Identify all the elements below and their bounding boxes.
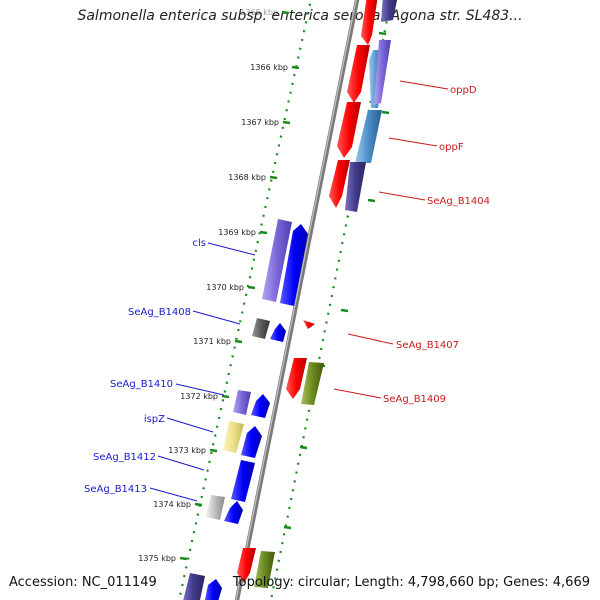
tick-label: 1375 kbp — [138, 554, 176, 563]
gene-arrow-blue — [231, 460, 255, 502]
gene-arrow-olive — [301, 362, 324, 405]
gene-label: ispZ — [144, 414, 165, 425]
gene-label: SeAg_B1413 — [84, 484, 147, 495]
right-gene-labels: oppD oppF SeAg_B1404 SeAg_B1407 SeAg_B1409 — [383, 85, 490, 405]
tick-labels: 1365 kbp 1366 kbp 1367 kbp 1368 kbp 1369 kbp… — [138, 8, 300, 563]
tick-label: 1368 kbp — [228, 173, 266, 182]
tick-label: 1365 kbp — [240, 8, 278, 17]
gene-arrow-steel — [355, 110, 382, 163]
gene-arrow-red — [361, 0, 378, 45]
tick-mark — [234, 339, 243, 344]
gene-arrow-purple — [262, 219, 292, 302]
ring-tick-marks — [283, 31, 390, 530]
gene-arrow-light — [206, 495, 225, 520]
tick-mark — [221, 394, 230, 399]
tick-mark — [179, 556, 188, 561]
topology-text: Topology: circular; Length: 4,798,660 bp… — [232, 575, 590, 590]
accession-text: Accession: NC_011149 — [9, 575, 157, 590]
gene-arrow-red — [329, 160, 350, 208]
tick-label: 1370 kbp — [206, 283, 244, 292]
gene-arrow-blue — [270, 323, 286, 342]
tick-mark — [282, 120, 291, 125]
gene-label: SeAg_B1412 — [93, 452, 156, 463]
gene-arrow-gray — [252, 318, 270, 339]
gene-arrow-red — [237, 548, 256, 583]
tick-mark — [209, 448, 218, 453]
gene-arrow-red — [286, 358, 307, 399]
gene-arrow-navy — [381, 0, 397, 22]
tick-mark — [194, 502, 203, 507]
outer-features — [237, 0, 397, 588]
gene-arrow-red — [347, 45, 370, 103]
tick-label: 1369 kbp — [218, 228, 256, 237]
gene-label: SeAg_B1404 — [427, 196, 490, 207]
gene-arrow-olive — [254, 551, 275, 588]
tick-label: 1367 kbp — [241, 118, 279, 127]
tick-label: 1372 kbp — [180, 392, 218, 401]
gene-label: oppF — [439, 142, 464, 153]
gene-arrow-purple — [233, 390, 251, 415]
gene-label: SeAg_B1407 — [396, 340, 459, 351]
gene-arrow-purple — [374, 40, 391, 105]
callout-lines — [149, 80, 449, 502]
gene-arrow-navy — [183, 573, 205, 600]
gene-label: SeAg_B1408 — [128, 307, 191, 318]
tick-mark — [259, 230, 268, 235]
gene-arrow-navy — [345, 162, 366, 212]
tick-mark — [247, 285, 256, 290]
inner-features — [183, 219, 308, 600]
gene-label: SeAg_B1410 — [110, 379, 173, 390]
tick-mark — [291, 65, 300, 70]
tick-mark — [269, 175, 278, 180]
gene-arrow-yellow — [223, 421, 244, 453]
gene-arrow-blue — [251, 394, 270, 418]
gene-arrow-red-small — [303, 320, 315, 329]
left-gene-labels: cls SeAg_B1408 SeAg_B1410 ispZ SeAg_B1412 SeA… — [84, 238, 206, 495]
gene-arrow-red — [337, 102, 361, 158]
tick-label: 1371 kbp — [193, 337, 231, 346]
gene-label: cls — [193, 238, 207, 249]
genome-backbone — [234, 0, 360, 600]
tick-label: 1373 kbp — [168, 446, 206, 455]
gene-arrow-blue — [205, 579, 222, 600]
gene-arrow-blue — [224, 501, 243, 524]
map-title: Salmonella enterica subsp. enterica sero… — [77, 8, 523, 24]
tick-mark — [281, 10, 290, 15]
gene-arrow-blue — [280, 224, 308, 306]
gene-arrow-blue — [241, 426, 262, 458]
gene-label: SeAg_B1409 — [383, 394, 446, 405]
genome-backbone-highlight — [235, 0, 357, 600]
tick-label: 1366 kbp — [250, 63, 288, 72]
tick-label: 1374 kbp — [153, 500, 191, 509]
gene-label: oppD — [450, 85, 477, 96]
